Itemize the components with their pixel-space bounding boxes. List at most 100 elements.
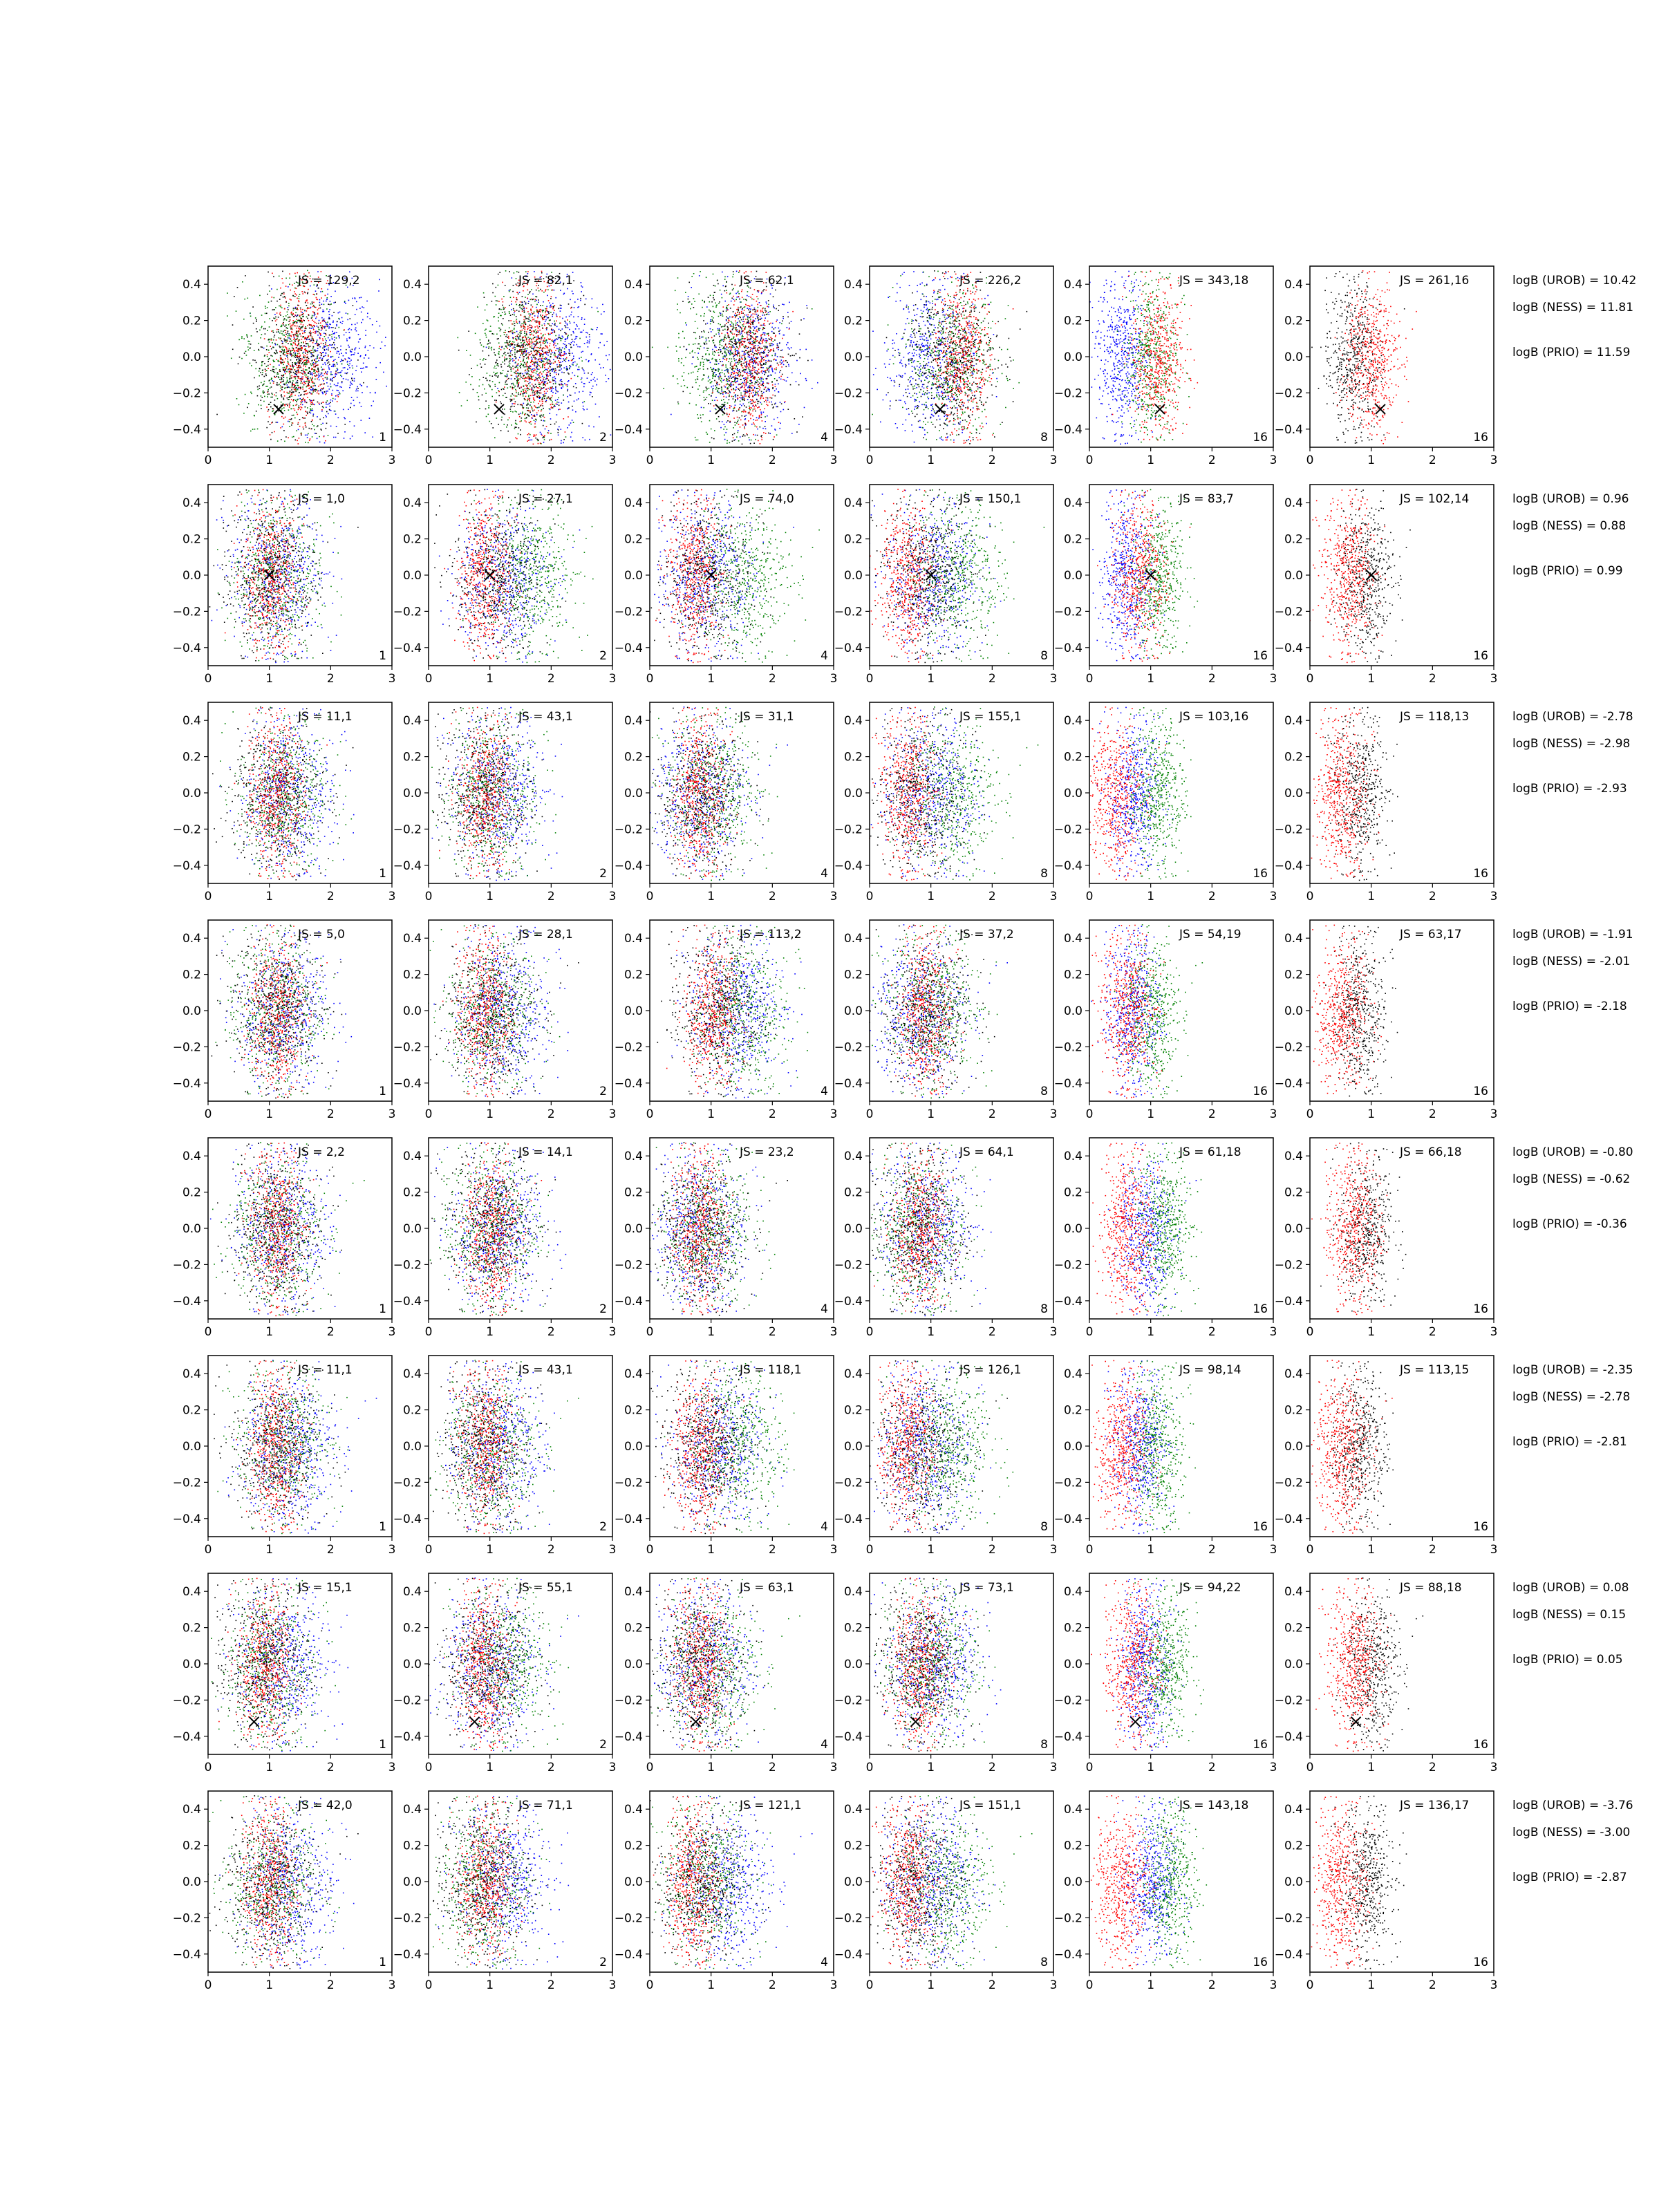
data-point	[771, 355, 773, 357]
data-point	[310, 374, 312, 375]
data-point	[769, 314, 770, 315]
data-point	[719, 328, 720, 330]
data-point	[507, 371, 509, 372]
data-point	[528, 353, 529, 354]
data-point	[296, 288, 297, 290]
data-point	[331, 379, 332, 381]
data-point	[517, 369, 518, 371]
data-point	[789, 302, 790, 303]
data-point	[518, 337, 520, 338]
data-point	[525, 337, 527, 338]
data-point	[285, 436, 287, 438]
data-point	[359, 297, 361, 299]
data-point	[357, 323, 358, 324]
data-point	[359, 308, 361, 309]
data-point	[715, 334, 717, 335]
data-point	[285, 325, 287, 326]
data-point	[345, 359, 346, 361]
data-point	[539, 375, 541, 377]
data-point	[560, 366, 561, 367]
data-point	[558, 435, 559, 436]
data-point	[511, 378, 512, 379]
data-point	[554, 310, 555, 311]
x-tick-label: 0	[205, 453, 212, 467]
data-point	[274, 431, 275, 433]
data-point	[588, 362, 590, 363]
data-point	[330, 345, 332, 346]
data-point	[564, 348, 565, 350]
data-point	[587, 409, 588, 410]
data-point	[775, 327, 776, 328]
data-point	[547, 397, 549, 399]
data-point	[597, 308, 598, 309]
data-point	[304, 292, 306, 293]
data-point	[494, 375, 496, 376]
data-point	[315, 366, 317, 368]
data-point	[285, 332, 287, 333]
data-point	[581, 319, 583, 320]
data-point	[290, 343, 292, 344]
data-point	[804, 407, 805, 409]
data-point	[285, 301, 287, 303]
data-point	[292, 313, 294, 315]
data-point	[737, 399, 738, 400]
data-point	[713, 375, 715, 377]
data-point	[536, 414, 538, 415]
data-point	[557, 391, 559, 393]
data-point	[527, 328, 529, 329]
data-point	[285, 339, 287, 341]
data-point	[495, 373, 496, 375]
data-point	[580, 332, 581, 333]
data-point	[302, 404, 303, 406]
data-point	[324, 328, 326, 329]
data-point	[302, 401, 303, 402]
data-point	[532, 411, 534, 412]
data-point	[727, 381, 729, 382]
data-point	[775, 429, 776, 431]
data-point	[691, 303, 693, 305]
data-point	[332, 380, 333, 382]
data-point	[572, 359, 573, 361]
data-point	[328, 362, 330, 363]
data-point	[718, 333, 720, 335]
data-point	[499, 382, 500, 384]
data-point	[319, 337, 321, 338]
data-point	[543, 343, 544, 344]
data-point	[528, 410, 529, 411]
data-point	[558, 350, 559, 352]
data-point	[581, 382, 583, 383]
data-point	[555, 350, 556, 351]
data-point	[559, 405, 560, 406]
data-point	[319, 419, 321, 420]
data-point	[546, 329, 547, 330]
data-point	[355, 348, 357, 349]
data-point	[279, 346, 281, 347]
data-point	[340, 349, 341, 350]
data-point	[275, 317, 276, 318]
data-point	[283, 331, 284, 332]
data-point	[518, 293, 519, 294]
data-point	[310, 371, 311, 373]
data-point	[310, 406, 311, 407]
data-point	[554, 362, 556, 363]
data-point	[523, 345, 524, 346]
data-point	[545, 352, 547, 353]
data-point	[726, 366, 727, 368]
data-point	[744, 382, 745, 383]
data-point	[535, 384, 536, 385]
data-point	[539, 401, 541, 402]
data-point	[263, 392, 265, 393]
data-point	[536, 337, 538, 338]
data-point	[285, 315, 287, 317]
data-point	[552, 290, 554, 291]
data-point	[509, 344, 510, 346]
data-point	[762, 382, 764, 383]
data-point	[335, 373, 336, 375]
data-point	[765, 317, 766, 319]
data-point	[511, 303, 512, 305]
data-point	[516, 427, 517, 428]
data-point	[739, 356, 740, 357]
data-point	[565, 341, 566, 342]
data-point	[514, 344, 516, 346]
data-point	[335, 376, 336, 377]
